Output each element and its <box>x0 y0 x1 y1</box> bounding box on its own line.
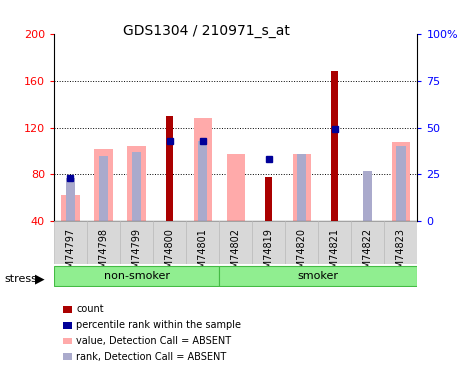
Bar <box>219 221 252 264</box>
Text: GSM74798: GSM74798 <box>98 228 108 281</box>
Bar <box>153 221 186 264</box>
Text: GSM74801: GSM74801 <box>197 228 208 280</box>
Text: GSM74799: GSM74799 <box>131 228 142 281</box>
Bar <box>186 221 219 264</box>
Text: rank, Detection Call = ABSENT: rank, Detection Call = ABSENT <box>76 352 227 362</box>
Text: count: count <box>76 304 104 314</box>
Text: non-smoker: non-smoker <box>104 271 169 281</box>
Text: GSM74823: GSM74823 <box>396 228 406 281</box>
Bar <box>297 154 306 221</box>
Bar <box>99 156 108 221</box>
Text: GSM74800: GSM74800 <box>165 228 174 280</box>
Text: smoker: smoker <box>298 271 339 281</box>
Bar <box>166 116 173 221</box>
Bar <box>363 171 372 221</box>
Bar <box>66 178 75 221</box>
Bar <box>351 221 385 264</box>
Text: ▶: ▶ <box>35 273 45 286</box>
Bar <box>396 146 406 221</box>
Text: GSM74802: GSM74802 <box>231 228 241 281</box>
Bar <box>227 154 245 221</box>
Bar <box>293 154 311 221</box>
Bar <box>219 266 417 286</box>
Bar <box>194 118 212 221</box>
Bar <box>252 221 285 264</box>
Bar <box>331 71 339 221</box>
Text: GDS1304 / 210971_s_at: GDS1304 / 210971_s_at <box>123 24 290 38</box>
Bar <box>54 266 219 286</box>
Text: GSM74820: GSM74820 <box>297 228 307 281</box>
Bar <box>94 148 113 221</box>
Bar <box>128 146 146 221</box>
Bar <box>54 221 87 264</box>
Text: stress: stress <box>5 274 38 284</box>
Text: GSM74797: GSM74797 <box>66 228 76 281</box>
Bar <box>87 221 120 264</box>
Text: GSM74819: GSM74819 <box>264 228 274 280</box>
Text: GSM74822: GSM74822 <box>363 228 373 281</box>
Bar <box>198 141 207 221</box>
Bar <box>132 152 141 221</box>
Text: value, Detection Call = ABSENT: value, Detection Call = ABSENT <box>76 336 232 346</box>
Bar <box>285 221 318 264</box>
Bar <box>392 142 410 221</box>
Text: percentile rank within the sample: percentile rank within the sample <box>76 320 242 330</box>
Bar <box>318 221 351 264</box>
Bar <box>120 221 153 264</box>
Bar <box>61 195 80 221</box>
Bar <box>265 177 272 221</box>
Bar <box>385 221 417 264</box>
Text: GSM74821: GSM74821 <box>330 228 340 281</box>
